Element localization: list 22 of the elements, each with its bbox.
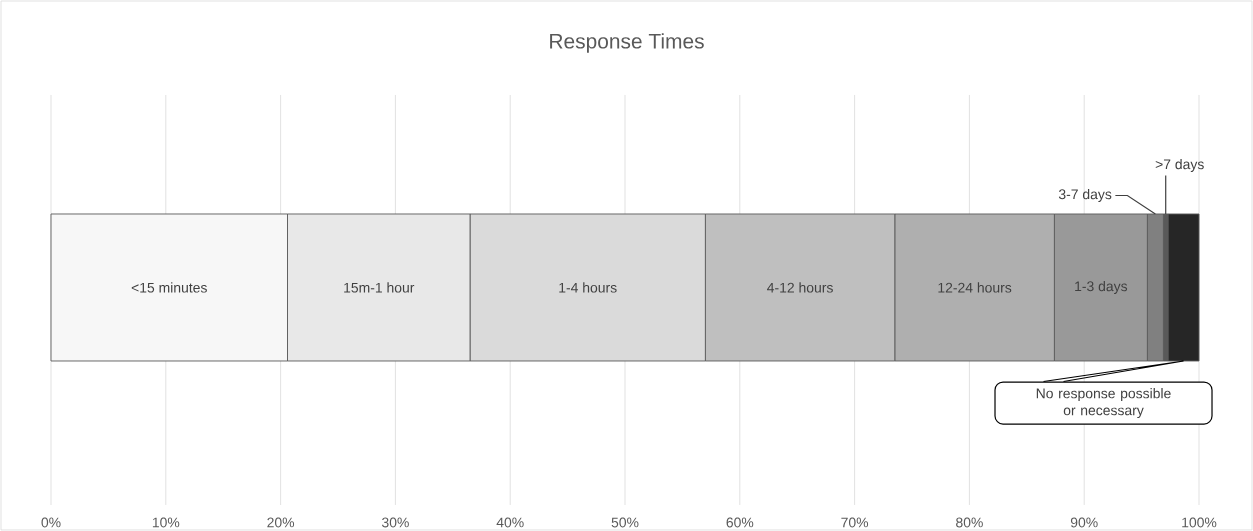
chart-title: Response Times [550,33,704,53]
x-tick-label: 50% [611,517,639,528]
text: 3-7 days [1058,188,1112,202]
x-tick-label: 90% [1070,517,1098,528]
text: >7 days [1155,158,1204,172]
series-label: 4-12 hours [767,282,833,293]
x-tick-label: 70% [841,517,869,528]
series-label: <15 minutes [131,282,207,293]
x-tick-label: 100% [1182,517,1217,528]
series-label: 15m-1 hour [344,282,415,293]
series-label: No response possible or necessary [1036,388,1171,419]
x-tick-label: 10% [152,517,180,528]
x-tick-label: 20% [267,517,295,528]
x-tick-label: 40% [496,517,524,528]
series-label: 1-3 days [1075,280,1128,294]
series-label: 1-4 hours [559,282,617,293]
bar [1167,213,1200,362]
x-tick-label: 80% [956,517,983,528]
x-tick-label: 30% [381,517,409,528]
x-tick-label: 0% [41,517,61,528]
series-label: 12-24 hours [938,282,1012,293]
x-tick-label: 60% [726,517,754,528]
